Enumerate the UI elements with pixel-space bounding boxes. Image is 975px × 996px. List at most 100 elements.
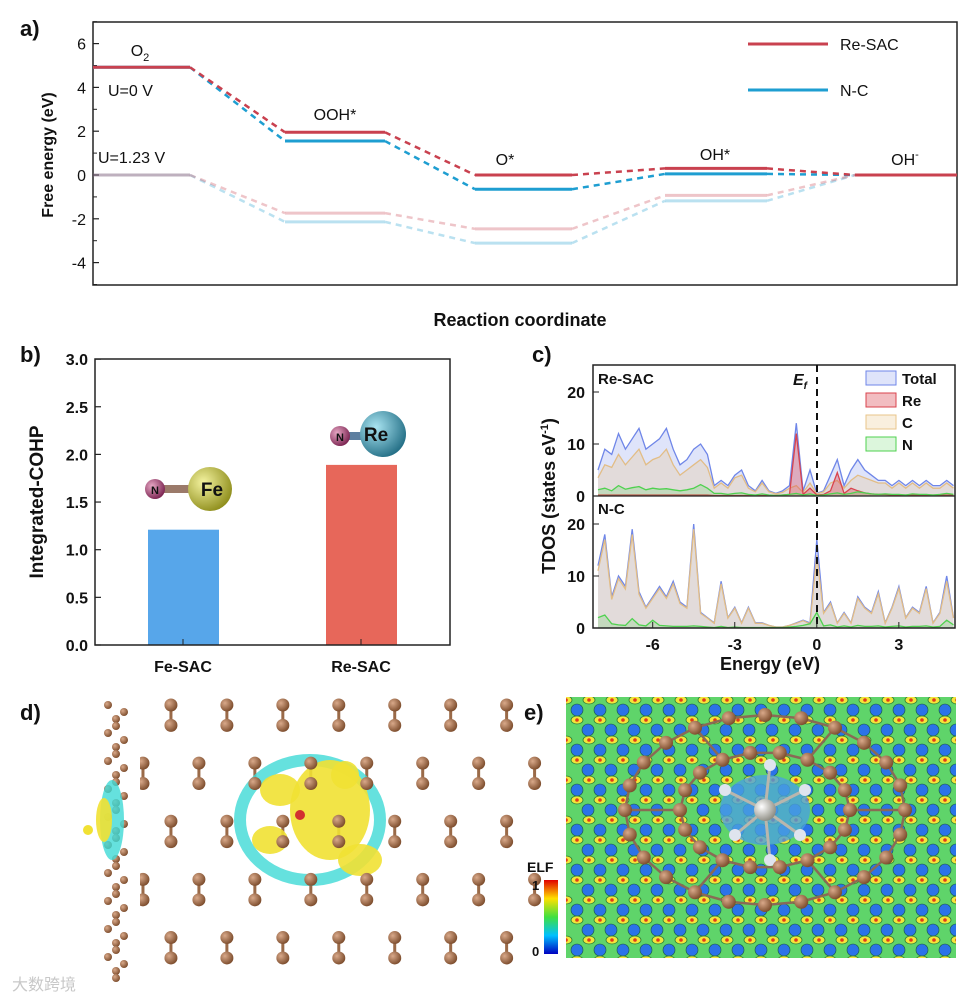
nitrogen-atom [799,784,811,796]
atom-n-icon [330,426,350,446]
elf-low-region [650,883,664,897]
carbon-atom [472,872,486,886]
carbon-atom-side [104,701,112,709]
elf-peak [828,878,832,882]
elf-peak [909,738,913,742]
elf-peak [840,818,844,822]
elf-peak [644,878,648,882]
elf-low-region [823,783,837,797]
elf-peak [817,898,821,902]
elf-peak [817,778,821,782]
carbon-atom [388,951,402,965]
elf-low-region [962,784,974,796]
elf-peak [679,738,683,742]
elf-low-region [685,703,699,717]
elf-peak [575,798,579,802]
energy-connector [571,167,666,177]
elf-low-region [927,964,939,976]
elf-peak [805,958,809,962]
carbon-atom-side [112,715,120,723]
elf-low-region [708,823,722,837]
elf-peak [656,738,660,742]
elf-peak [566,778,568,782]
elf-low-region [593,703,607,717]
energy-connector [384,220,476,245]
energy-connector [766,173,856,203]
elf-peak [909,778,913,782]
carbon-atom [472,893,486,907]
carbon-atom [659,735,674,750]
elf-peak [897,798,901,802]
elf-peak [932,778,936,782]
panel-label-a: a) [20,16,40,41]
elf-low-region [800,943,814,957]
elf-low-region [915,783,929,797]
legend-swatch-c [865,414,897,430]
elf-low-region [742,843,756,857]
carbon-atom-side [112,946,120,954]
elf-low-region [903,883,917,897]
elf-peak [748,938,752,942]
elf-low-region [570,943,584,957]
elf-low-region [949,883,956,897]
elf-peak [759,758,763,762]
step-label: OOH* [314,107,357,124]
elf-peak [874,718,878,722]
elf-high-region [950,735,956,745]
elf-low-region [880,923,894,937]
carbon-atom [715,752,730,767]
carbon-atom [360,756,374,770]
elf-low-region [823,903,837,917]
elf-low-region [903,763,917,777]
elf-low-region [823,943,837,957]
carbon-atom [388,718,402,732]
elf-peak [725,738,729,742]
elf-low-region [743,964,755,976]
elf-high-region [916,955,928,958]
energy-levels [93,65,957,245]
bond [806,859,836,894]
watermark: 大数跨境 [12,975,76,994]
elf-peak [667,798,671,802]
carbon-atom [500,814,514,828]
y-axis-label-c: TDOS (states eV-1) [539,418,559,574]
elf-peak [644,958,648,962]
elf-peak [587,698,591,702]
elf-low-region [846,903,860,917]
carbon-atom [743,745,758,760]
elf-low-region [627,883,641,897]
carbon-atom [721,894,736,909]
carbon-atom-side [112,974,120,982]
elf-low-region [731,943,745,957]
panel-c: c) Ef -6 -3 0 3 0 10 20 0 10 20 Re-SAC N-C TDOS (… [532,342,956,674]
elf-peak [851,918,855,922]
elf-peak [725,938,729,942]
elf-peak [851,758,855,762]
elf-high-region [686,955,698,958]
legend-swatch-n [865,436,897,452]
elf-peak [874,918,878,922]
carbon-atom [248,893,262,907]
elf-peak [644,918,648,922]
elf-peak [874,798,878,802]
elf-low-region [662,903,676,917]
legend-label-n: N [902,437,913,454]
energy-connector [384,131,476,177]
elf-peak [920,758,924,762]
dos-n-c [597,523,955,628]
elf-low-region [650,723,664,737]
elf-peak [587,938,591,942]
elf-peak [805,918,809,922]
elf-high-region [594,955,606,958]
y-tick-label: 1.0 [66,543,88,560]
carbon-atom [444,814,458,828]
elf-peak [920,798,924,802]
elf-peak [794,698,798,702]
elf-peak [817,938,821,942]
y-tick-label: 20 [567,385,585,402]
elf-peak [966,838,970,842]
elf-peak [713,878,717,882]
x-tick-label: 0 [812,637,821,654]
elf-low-region [742,883,756,897]
